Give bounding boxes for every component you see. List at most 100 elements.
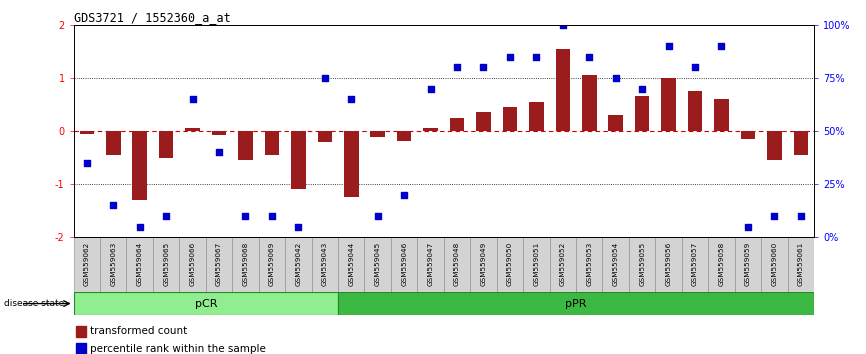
Point — [794, 213, 808, 219]
Point — [609, 75, 623, 81]
Point — [212, 149, 226, 155]
Text: GSM559050: GSM559050 — [507, 241, 513, 286]
Bar — [206, 237, 232, 292]
Text: GSM559051: GSM559051 — [533, 241, 540, 286]
Bar — [259, 237, 285, 292]
Bar — [662, 78, 675, 131]
Bar — [688, 91, 702, 131]
Bar — [318, 131, 332, 142]
Text: GSM559053: GSM559053 — [586, 241, 592, 286]
Bar — [497, 237, 523, 292]
Bar — [238, 131, 253, 160]
Point — [476, 64, 490, 70]
Bar — [609, 115, 623, 131]
Bar — [285, 237, 312, 292]
Text: GSM559061: GSM559061 — [798, 241, 804, 286]
Text: GSM559059: GSM559059 — [745, 241, 751, 286]
Bar — [656, 237, 682, 292]
Bar — [576, 237, 603, 292]
Point — [636, 86, 650, 91]
Bar — [523, 237, 550, 292]
Bar — [212, 131, 226, 135]
Bar — [153, 237, 179, 292]
Bar — [734, 237, 761, 292]
Point — [80, 160, 94, 166]
Text: GSM559062: GSM559062 — [84, 241, 90, 286]
Point — [582, 54, 596, 59]
Point — [318, 75, 332, 81]
Text: GSM559067: GSM559067 — [216, 241, 222, 286]
Bar — [76, 326, 86, 337]
Bar — [74, 237, 100, 292]
Bar — [502, 107, 517, 131]
Text: transformed count: transformed count — [90, 326, 187, 336]
Text: GSM559054: GSM559054 — [613, 241, 618, 286]
Point — [159, 213, 173, 219]
Bar — [100, 237, 126, 292]
Point — [423, 86, 437, 91]
Text: GSM559064: GSM559064 — [137, 241, 143, 286]
Bar — [603, 237, 629, 292]
Bar — [582, 75, 597, 131]
Bar — [682, 237, 708, 292]
Point — [345, 96, 359, 102]
Bar — [179, 237, 206, 292]
Point — [132, 224, 146, 229]
Bar — [767, 131, 782, 160]
Point — [397, 192, 411, 198]
Bar — [265, 131, 279, 155]
Bar — [338, 237, 365, 292]
Point — [529, 54, 543, 59]
Bar — [76, 343, 86, 354]
Text: GSM559048: GSM559048 — [454, 241, 460, 286]
Bar — [550, 237, 576, 292]
Point — [265, 213, 279, 219]
Bar — [312, 237, 338, 292]
Point — [450, 64, 464, 70]
Bar — [232, 237, 259, 292]
Text: GSM559066: GSM559066 — [190, 241, 196, 286]
Text: GSM559069: GSM559069 — [269, 241, 275, 286]
Text: percentile rank within the sample: percentile rank within the sample — [90, 344, 266, 354]
Bar — [476, 113, 491, 131]
Text: GSM559063: GSM559063 — [110, 241, 116, 286]
Bar — [714, 99, 729, 131]
Text: GSM559045: GSM559045 — [375, 241, 381, 286]
Text: GSM559042: GSM559042 — [295, 241, 301, 286]
Text: GDS3721 / 1552360_a_at: GDS3721 / 1552360_a_at — [74, 11, 230, 24]
Bar — [443, 237, 470, 292]
Point — [714, 43, 728, 49]
Bar — [365, 237, 391, 292]
Text: GSM559046: GSM559046 — [401, 241, 407, 286]
Text: GSM559055: GSM559055 — [639, 241, 645, 286]
Bar — [417, 237, 443, 292]
Text: GSM559044: GSM559044 — [348, 241, 354, 286]
Text: GSM559056: GSM559056 — [666, 241, 672, 286]
Bar — [80, 131, 94, 134]
Bar — [708, 237, 734, 292]
Text: GSM559058: GSM559058 — [719, 241, 725, 286]
Bar — [556, 49, 570, 131]
Text: GSM559065: GSM559065 — [163, 241, 169, 286]
Bar — [740, 131, 755, 139]
Point — [185, 96, 199, 102]
Bar — [158, 131, 173, 158]
Bar — [291, 131, 306, 189]
Bar — [344, 131, 359, 198]
Text: GSM559043: GSM559043 — [322, 241, 328, 286]
Bar — [74, 292, 338, 315]
Point — [688, 64, 702, 70]
Text: disease state: disease state — [4, 299, 65, 308]
Text: GSM559049: GSM559049 — [481, 241, 487, 286]
Bar — [793, 131, 808, 155]
Bar — [635, 97, 650, 131]
Point — [107, 202, 120, 208]
Bar — [391, 237, 417, 292]
Bar — [106, 131, 120, 155]
Bar — [132, 131, 147, 200]
Point — [556, 22, 570, 28]
Text: GSM559047: GSM559047 — [428, 241, 434, 286]
Text: GSM559052: GSM559052 — [559, 241, 565, 286]
Point — [503, 54, 517, 59]
Point — [741, 224, 755, 229]
